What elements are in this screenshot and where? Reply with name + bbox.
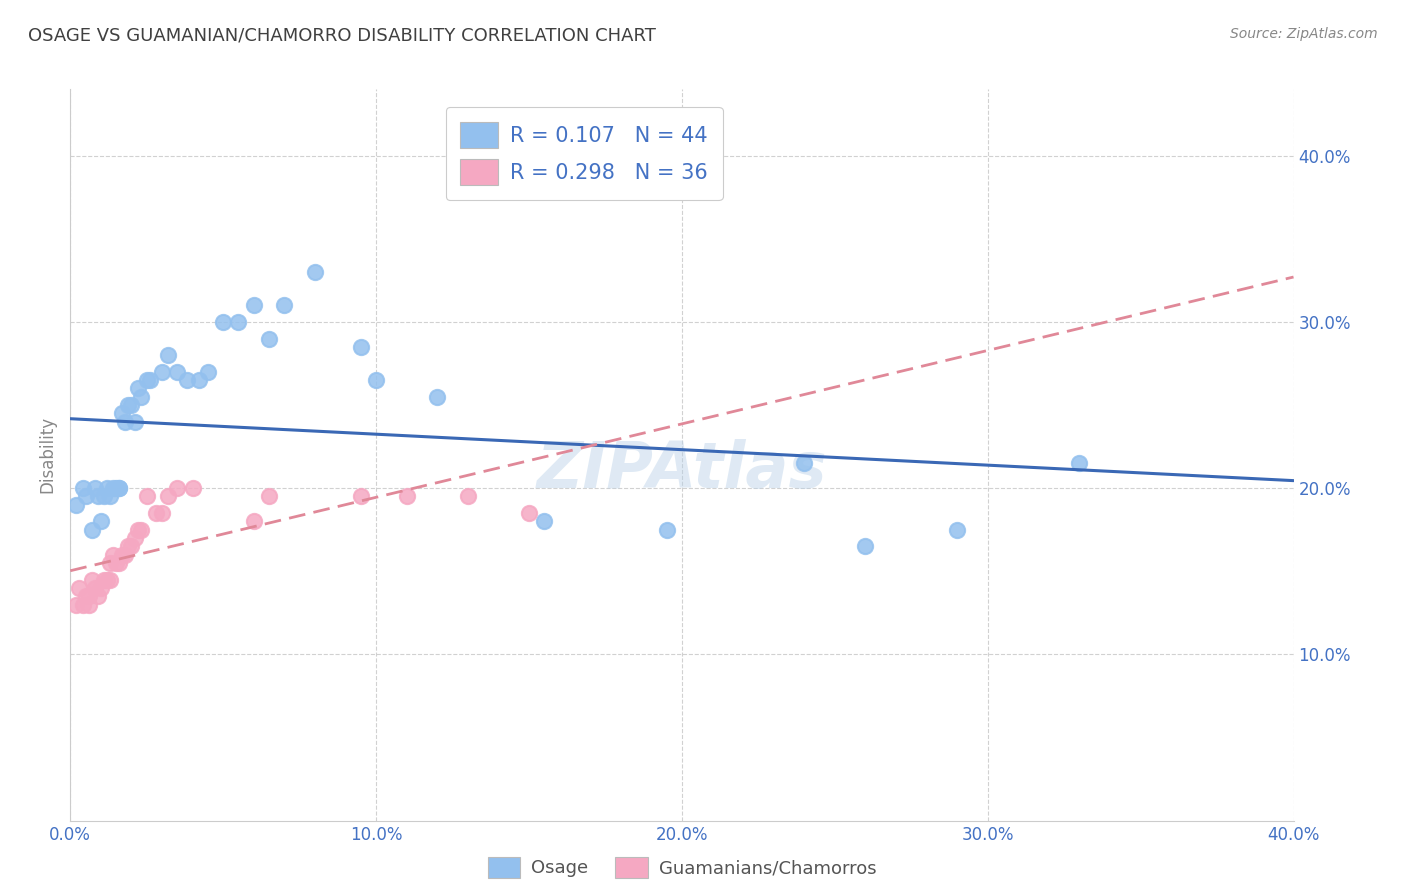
Point	[793, 456, 815, 470]
Point	[127, 523, 149, 537]
Point	[157, 348, 180, 362]
Point	[166, 365, 188, 379]
Point	[108, 556, 131, 570]
Point	[80, 523, 103, 537]
Point	[111, 406, 134, 420]
Point	[157, 490, 180, 504]
Point	[105, 556, 128, 570]
Point	[273, 298, 295, 312]
Point	[90, 515, 112, 529]
Point	[426, 390, 449, 404]
Point	[69, 581, 91, 595]
Point	[129, 390, 152, 404]
Point	[108, 481, 131, 495]
Point	[457, 490, 479, 504]
Point	[98, 573, 121, 587]
Point	[127, 381, 149, 395]
Point	[304, 265, 326, 279]
Point	[135, 373, 157, 387]
Point	[75, 589, 97, 603]
Point	[72, 598, 94, 612]
Point	[187, 373, 209, 387]
Point	[77, 598, 100, 612]
Point	[257, 490, 280, 504]
Point	[114, 415, 136, 429]
Point	[93, 573, 115, 587]
Point	[75, 490, 97, 504]
Point	[166, 481, 188, 495]
Point	[83, 581, 105, 595]
Point	[90, 581, 112, 595]
Point	[111, 548, 134, 562]
Point	[655, 523, 678, 537]
Point	[108, 481, 131, 495]
Point	[87, 589, 110, 603]
Point	[124, 531, 146, 545]
Point	[946, 523, 969, 537]
Point	[150, 506, 173, 520]
Point	[395, 490, 418, 504]
Point	[139, 373, 162, 387]
Text: Source: ZipAtlas.com: Source: ZipAtlas.com	[1230, 27, 1378, 41]
Point	[117, 398, 139, 412]
Point	[65, 498, 87, 512]
Point	[87, 490, 110, 504]
Point	[121, 398, 143, 412]
Point	[96, 481, 118, 495]
Point	[121, 539, 143, 553]
Point	[176, 373, 198, 387]
Point	[83, 481, 105, 495]
Point	[366, 373, 388, 387]
Point	[243, 515, 266, 529]
Point	[517, 506, 540, 520]
Point	[101, 481, 124, 495]
Point	[117, 539, 139, 553]
Point	[228, 315, 250, 329]
Point	[181, 481, 204, 495]
Point	[350, 340, 373, 354]
Point	[197, 365, 219, 379]
Point	[243, 298, 266, 312]
Point	[145, 506, 167, 520]
Point	[124, 415, 146, 429]
Point	[72, 481, 94, 495]
Point	[77, 589, 100, 603]
Y-axis label: Disability: Disability	[38, 417, 56, 493]
Text: ZIPAtlas: ZIPAtlas	[537, 439, 827, 500]
Text: OSAGE VS GUAMANIAN/CHAMORRO DISABILITY CORRELATION CHART: OSAGE VS GUAMANIAN/CHAMORRO DISABILITY C…	[28, 27, 657, 45]
Point	[98, 556, 121, 570]
Point	[150, 365, 173, 379]
Point	[257, 332, 280, 346]
Point	[98, 490, 121, 504]
Legend: Osage, Guamanians/Chamorros: Osage, Guamanians/Chamorros	[481, 849, 883, 885]
Point	[65, 598, 87, 612]
Point	[114, 548, 136, 562]
Point	[80, 573, 103, 587]
Point	[135, 490, 157, 504]
Point	[101, 548, 124, 562]
Point	[93, 490, 115, 504]
Point	[212, 315, 235, 329]
Point	[105, 481, 128, 495]
Point	[96, 573, 118, 587]
Point	[129, 523, 152, 537]
Point	[1069, 456, 1091, 470]
Point	[855, 539, 877, 553]
Point	[533, 515, 555, 529]
Point	[350, 490, 373, 504]
